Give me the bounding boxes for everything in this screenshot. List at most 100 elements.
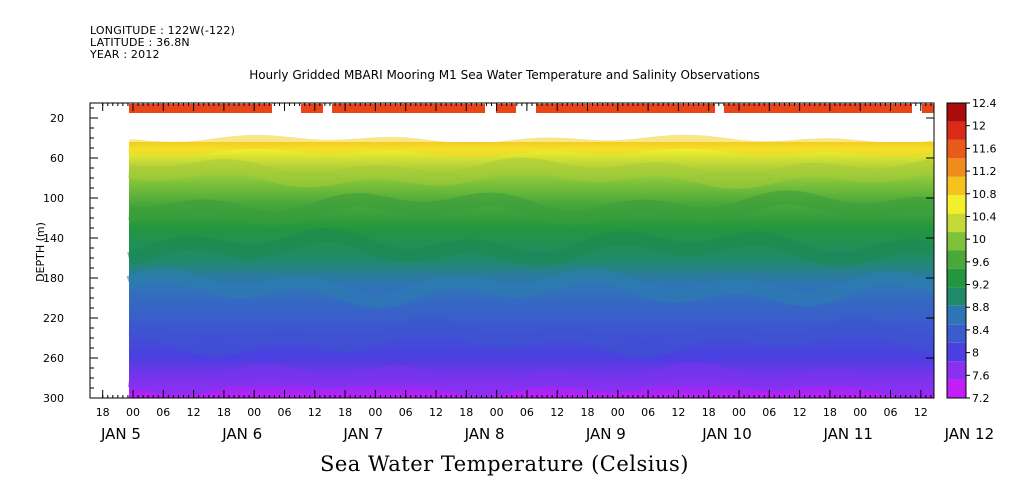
x-hour-label: 00 — [247, 406, 261, 419]
y-tick-label: 60 — [50, 152, 64, 165]
colorbar-swatch — [947, 250, 966, 269]
colorbar-label: 11.6 — [972, 142, 997, 155]
chart-title: Hourly Gridded MBARI Mooring M1 Sea Wate… — [249, 68, 760, 82]
colorbar-label: 9.2 — [972, 279, 990, 292]
colorbar-swatch — [947, 287, 966, 306]
x-day-label: JAN 10 — [701, 425, 752, 443]
x-axis: 18 00 06 12 18 00 06 12 18 00 06 12 18 00 06 12 18 00 06 12… — [96, 103, 994, 443]
contour-field — [126, 104, 934, 398]
y-axis: 20 60 100 140 180 220 260 300 — [43, 107, 934, 405]
y-tick-label: 300 — [43, 392, 64, 405]
colorbar-swatch — [947, 361, 966, 380]
colorbar-label: 10.8 — [972, 188, 997, 201]
y-tick-label: 260 — [43, 352, 64, 365]
y-axis-label: DEPTH (m) — [34, 222, 47, 282]
x-hour-label: 18 — [459, 406, 473, 419]
latitude-label: LATITUDE : 36.8N — [90, 36, 190, 49]
y-tick-label: 20 — [50, 112, 64, 125]
colorbar-swatch — [947, 195, 966, 214]
y-tick-label: 220 — [43, 312, 64, 325]
longitude-label: LONGITUDE : 122W(-122) — [90, 24, 236, 37]
x-hour-label: 18 — [217, 406, 231, 419]
surface-temp-block — [922, 104, 934, 113]
isotherm-band — [126, 268, 934, 309]
x-hour-label: 06 — [156, 406, 170, 419]
x-hour-label: 12 — [671, 406, 685, 419]
colorbar-frame — [946, 102, 967, 399]
colorbar-label: 7.2 — [972, 392, 990, 405]
x-hour-label: 12 — [914, 406, 928, 419]
isotherm-bands — [126, 134, 934, 398]
year-label: YEAR : 2012 — [90, 48, 160, 61]
temperature-field — [129, 142, 934, 398]
x-hour-label: 06 — [641, 406, 655, 419]
colorbar-swatch — [947, 158, 966, 177]
y-tick-label: 100 — [43, 192, 64, 205]
colorbar-swatch — [947, 379, 966, 398]
colorbar-label: 9.6 — [972, 256, 990, 269]
surface-temp-block — [496, 104, 516, 113]
colorbar-swatch — [947, 176, 966, 196]
x-day-label: JAN 11 — [822, 425, 873, 443]
colorbar-label: 12.4 — [972, 97, 997, 110]
isotherm-band — [128, 190, 934, 225]
x-hour-label: 00 — [853, 406, 867, 419]
x-day-label: JAN 8 — [464, 425, 505, 443]
x-hour-label: 06 — [399, 406, 413, 419]
x-hour-label: 12 — [793, 406, 807, 419]
surface-temp-block — [129, 104, 272, 113]
x-hour-label: 00 — [490, 406, 504, 419]
x-hour-label: 18 — [823, 406, 837, 419]
colorbar-swatch — [947, 213, 966, 233]
surface-temp-block — [301, 104, 323, 113]
isotherm-band — [127, 228, 934, 267]
x-axis-title: Sea Water Temperature (Celsius) — [319, 452, 689, 476]
colorbar-swatch — [947, 232, 966, 251]
x-hour-label: 18 — [96, 406, 110, 419]
colorbar-swatch — [947, 121, 966, 140]
x-day-label: JAN 9 — [585, 425, 626, 443]
isotherm-band — [127, 362, 934, 398]
x-day-label: JAN 7 — [342, 425, 383, 443]
colorbar-swatch — [947, 324, 966, 343]
colorbar-label: 10 — [972, 233, 986, 246]
surface-temp-block — [724, 104, 912, 113]
x-hour-label: 12 — [429, 406, 443, 419]
x-day-label: JAN 5 — [100, 425, 141, 443]
x-hour-label: 06 — [520, 406, 534, 419]
x-hour-label: 18 — [581, 406, 595, 419]
colorbar-swatch — [947, 139, 966, 159]
colorbar-label: 7.6 — [972, 369, 990, 382]
colorbar-label: 8 — [972, 347, 979, 360]
isotherm-band — [128, 318, 934, 359]
colorbar-label: 8.4 — [972, 324, 990, 337]
surface-temp-block — [332, 104, 485, 113]
y-tick-label: 140 — [43, 232, 64, 245]
y-tick-label: 180 — [43, 272, 64, 285]
surface-temp-block — [536, 104, 715, 113]
colorbar-legend: 7.2 7.6 8 8.4 8.8 9.2 9.6 10 10.4 10.8 11.2 11.6 12 1… — [946, 97, 997, 405]
x-hour-label: 12 — [187, 406, 201, 419]
x-hour-label: 00 — [611, 406, 625, 419]
x-hour-label: 12 — [550, 406, 564, 419]
colorbar-swatch — [947, 342, 966, 362]
surface-temperature-blocks — [129, 104, 934, 113]
colorbar-label: 8.8 — [972, 301, 990, 314]
colorbar-label: 11.2 — [972, 165, 997, 178]
x-hour-label: 06 — [884, 406, 898, 419]
colorbar-swatch — [947, 103, 966, 122]
x-day-label: JAN 12 — [944, 425, 995, 443]
x-hour-label: 00 — [732, 406, 746, 419]
x-hour-label: 00 — [368, 406, 382, 419]
x-hour-label: 06 — [278, 406, 292, 419]
colorbar-label: 10.4 — [972, 210, 997, 223]
x-hour-label: 18 — [338, 406, 352, 419]
x-hour-label: 06 — [762, 406, 776, 419]
x-hour-label: 18 — [702, 406, 716, 419]
x-day-label: JAN 6 — [221, 425, 262, 443]
isotherm-band — [127, 157, 934, 189]
x-hour-label: 12 — [308, 406, 322, 419]
colorbar-swatch — [947, 305, 966, 325]
x-hour-label: 00 — [126, 406, 140, 419]
